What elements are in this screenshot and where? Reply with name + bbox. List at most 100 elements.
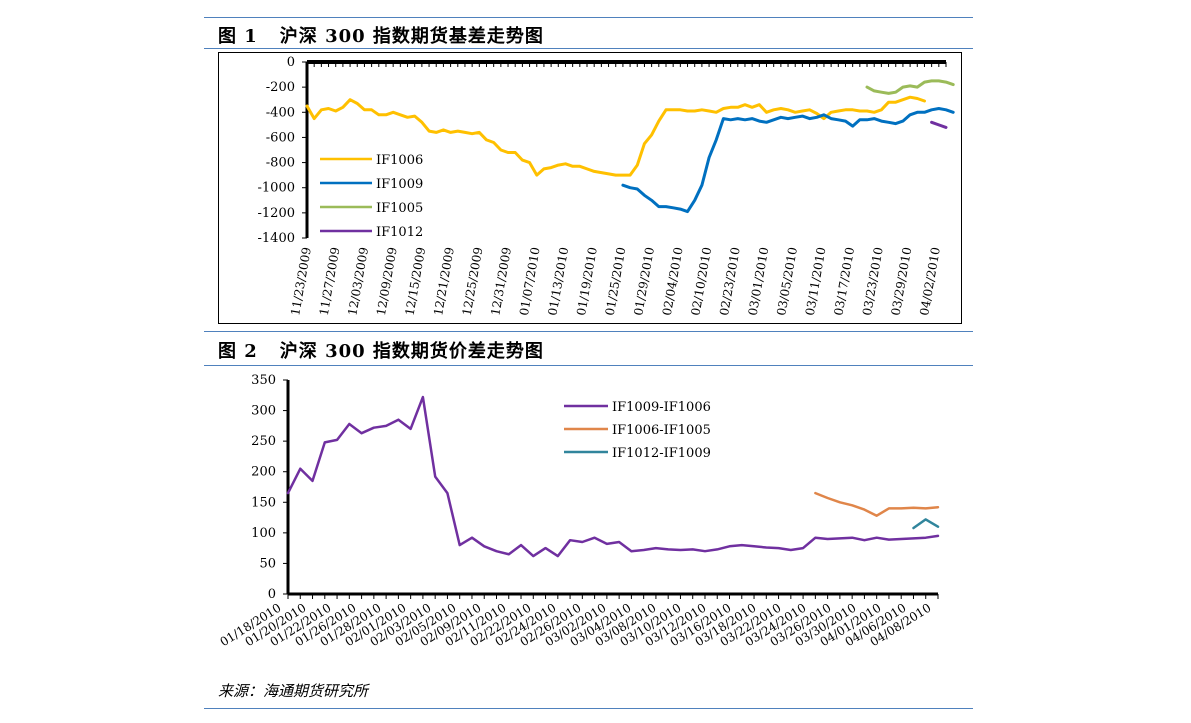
data-point: [614, 174, 617, 176]
y-tick-label: 300: [251, 404, 276, 419]
legend-label: IF1012-IF1009: [612, 446, 711, 461]
data-point: [937, 506, 939, 508]
data-point: [348, 423, 351, 425]
y-tick-label: -200: [266, 80, 295, 95]
data-point: [753, 545, 755, 548]
data-point: [851, 109, 854, 111]
data-point: [715, 111, 717, 114]
x-tick-label: 01/19/2010: [574, 246, 600, 317]
data-point: [894, 122, 897, 125]
data-point: [579, 165, 581, 168]
figure-1-title: 图 1 沪深 300 指数期货基差走势图: [218, 22, 544, 48]
data-point: [650, 199, 653, 202]
x-tick-label: 03/17/2010: [831, 246, 857, 317]
x-tick-label: 03/05/2010: [774, 246, 800, 317]
data-point: [679, 208, 682, 210]
data-point: [378, 114, 380, 116]
data-point: [715, 139, 717, 141]
data-point: [808, 117, 811, 120]
data-point: [909, 96, 911, 98]
data-point: [814, 492, 817, 494]
data-point: [413, 115, 416, 117]
data-point: [916, 97, 919, 100]
x-tick-label: 01/25/2010: [603, 246, 629, 317]
figure-1-number: 图 1: [218, 26, 258, 47]
series-line-if1006-if1005: [814, 491, 940, 517]
data-point: [912, 527, 915, 529]
data-point: [483, 545, 486, 548]
data-point: [658, 205, 660, 208]
data-point: [737, 106, 739, 109]
data-point: [708, 156, 710, 159]
legend-label: IF1005: [376, 201, 423, 216]
data-point: [557, 555, 559, 557]
chart-frame: [218, 52, 962, 324]
data-point: [507, 151, 509, 154]
data-point: [557, 164, 560, 166]
data-point: [679, 109, 682, 111]
data-point: [952, 111, 954, 114]
data-point: [334, 110, 337, 112]
data-point: [952, 83, 954, 86]
figure-1-caption: 沪深 300 指数期货基差走势图: [279, 26, 544, 47]
x-tick-label: 03/23/2010: [860, 246, 886, 317]
data-point: [808, 109, 811, 111]
data-point: [909, 85, 911, 87]
source-note: 来源：海通期货研究所: [218, 682, 369, 700]
figure-2-number: 图 2: [218, 341, 258, 362]
data-point: [593, 536, 596, 539]
y-tick-label: 200: [251, 465, 276, 480]
data-point: [729, 119, 732, 121]
data-point: [679, 549, 682, 551]
data-point: [924, 518, 927, 521]
data-point: [837, 119, 840, 121]
data-point: [446, 492, 449, 494]
x-tick-label: 04/02/2010: [917, 246, 943, 317]
data-point: [722, 117, 725, 120]
data-point: [937, 525, 939, 528]
data-point: [859, 110, 861, 112]
data-point: [392, 111, 394, 114]
data-point: [863, 508, 866, 511]
data-point: [618, 541, 620, 543]
data-point: [894, 91, 897, 93]
x-tick-label: 12/31/2009: [488, 246, 514, 317]
data-point: [356, 102, 359, 105]
data-point: [500, 149, 502, 151]
legend-label: IF1006-IF1005: [612, 423, 711, 438]
x-tick-label: 03/11/2010: [803, 246, 829, 317]
data-point: [875, 514, 878, 517]
data-point: [866, 119, 868, 121]
data-point: [324, 441, 326, 444]
data-point: [780, 107, 782, 110]
data-point: [887, 101, 890, 103]
data-point: [844, 120, 847, 122]
data-point: [449, 131, 452, 134]
data-point: [457, 130, 459, 132]
y-tick-label: -1000: [258, 181, 295, 196]
data-point: [787, 117, 789, 120]
bottom-rule: [204, 708, 973, 709]
data-point: [875, 536, 878, 539]
data-point: [772, 109, 775, 111]
data-point: [880, 91, 883, 93]
data-point: [299, 467, 302, 470]
data-point: [485, 139, 488, 141]
data-point: [385, 425, 387, 427]
data-point: [888, 507, 890, 510]
data-point: [902, 98, 904, 101]
data-point: [520, 544, 522, 546]
series-line-if1012-if1009: [912, 518, 940, 530]
data-point: [701, 184, 703, 186]
data-point: [385, 114, 387, 116]
data-point: [924, 507, 927, 510]
data-point: [629, 174, 631, 176]
data-point: [790, 549, 792, 551]
data-point: [880, 109, 883, 111]
data-point: [360, 432, 363, 434]
y-tick-label: -400: [266, 105, 295, 120]
data-point: [716, 548, 718, 551]
series-line-if1005: [865, 79, 955, 95]
figure-2-caption: 沪深 300 指数期货价差走势图: [279, 341, 544, 362]
data-point: [665, 205, 667, 208]
